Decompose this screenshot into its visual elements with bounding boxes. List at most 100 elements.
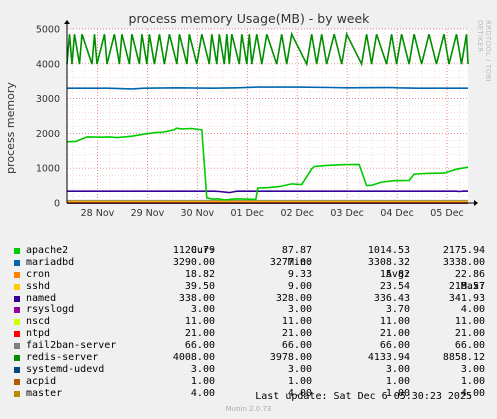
legend-row: sshd 39.50 9.00 23.54 218.57 [12, 281, 492, 293]
legend-max: 4.00 [460, 387, 485, 399]
legend-avg: 1.00 [385, 387, 410, 399]
legend-series-name: cron [26, 268, 51, 280]
legend-cur: 338.00 [178, 292, 215, 304]
legend-swatch [14, 271, 20, 278]
legend-max: 21.00 [454, 328, 485, 340]
legend-avg: 3.70 [385, 304, 410, 316]
legend-cur: 4008.00 [172, 352, 215, 364]
legend-min: 21.00 [281, 328, 312, 340]
legend-min: 328.00 [275, 292, 312, 304]
legend-cur: 18.82 [184, 268, 215, 280]
x-tick-label: 29 Nov [131, 208, 165, 219]
legend-swatch [14, 390, 20, 397]
legend-cur: 3.00 [190, 363, 215, 375]
legend-min: 9.33 [287, 268, 312, 280]
legend-header-cur: Cur: [190, 245, 215, 256]
legend-series-name: mariadbd [26, 256, 75, 268]
legend-avg: 336.43 [373, 292, 410, 304]
legend-max: 218.57 [448, 280, 485, 292]
legend-max: 3338.00 [442, 256, 485, 268]
legend-swatch [14, 331, 20, 338]
y-tick-label: 4000 [36, 59, 60, 70]
legend-max: 4.00 [460, 304, 485, 316]
plot-area [67, 29, 468, 203]
legend-row: systemd-udevd 3.00 3.00 3.00 3.00 [12, 364, 492, 376]
y-tick-label: 2000 [36, 129, 60, 140]
rrdtool-watermark: RRDTOOL / TOBI OETIKER [476, 20, 492, 82]
y-tick-label: 1000 [36, 164, 60, 175]
legend-row: rsyslogd 3.00 3.00 3.70 4.00 [12, 304, 492, 316]
legend-series-name: rsyslogd [26, 304, 75, 316]
x-tick-label: 03 Dec [330, 208, 364, 219]
legend-avg: 23.54 [379, 280, 410, 292]
legend-header-max: Max: [460, 281, 485, 292]
grid [67, 28, 468, 203]
legend-avg: 1.00 [385, 375, 410, 387]
legend: Cur: Min: Avg: Max: apache2 1120.79 87.87 1… [12, 233, 492, 400]
legend-row: redis-server 4008.00 3978.00 4133.94 8858.12 [12, 352, 492, 364]
legend-min: 9.00 [287, 280, 312, 292]
y-tick-label: 0 [54, 199, 60, 210]
legend-swatch [14, 248, 20, 254]
legend-row: named 338.00 328.00 336.43 341.93 [12, 293, 492, 305]
legend-min: 1.00 [287, 375, 312, 387]
legend-series-name: sshd [26, 280, 51, 292]
legend-min: 4.00 [287, 387, 312, 399]
legend-avg: 15.82 [379, 268, 410, 280]
legend-avg: 4133.94 [367, 352, 410, 364]
legend-cur: 11.00 [184, 316, 215, 328]
legend-max: 66.00 [454, 340, 485, 352]
legend-max: 1.00 [460, 375, 485, 387]
legend-rows: apache2 1120.79 87.87 1014.53 2175.94 mariadb… [12, 245, 492, 400]
legend-avg: 1014.53 [367, 245, 410, 256]
legend-series-name: master [26, 387, 63, 399]
legend-row: apache2 1120.79 87.87 1014.53 2175.94 [12, 245, 492, 257]
chart: process memory Usage(MB) - by week proce… [4, 11, 478, 219]
legend-avg: 3.00 [385, 363, 410, 375]
x-tick-labels: 28 Nov 29 Nov 30 Nov 01 Dec 02 Dec 03 Dec 04 D… [81, 208, 464, 219]
legend-cur: 3.00 [190, 304, 215, 316]
y-axis-label: process memory [4, 82, 17, 174]
x-tick-label: 30 Nov [181, 208, 215, 219]
legend-avg: 21.00 [379, 328, 410, 340]
legend-avg: 3308.32 [367, 256, 410, 268]
legend-cur: 1120.79 [172, 245, 215, 256]
legend-min: 3277.00 [269, 256, 312, 268]
legend-min: 66.00 [281, 340, 312, 352]
legend-max: 11.00 [454, 316, 485, 328]
y-axis-arrow [64, 20, 70, 24]
legend-series-name: acpid [26, 375, 57, 387]
legend-max: 3.00 [460, 363, 485, 375]
legend-row: mariadbd 3290.00 3277.00 3308.32 3338.00 [12, 257, 492, 269]
legend-swatch [14, 319, 20, 326]
legend-min: 3.00 [287, 304, 312, 316]
legend-swatch [14, 259, 20, 266]
x-tick-label: 05 Dec [430, 208, 464, 219]
series-line-redis-server [66, 31, 469, 67]
legend-series-name: nscd [26, 316, 51, 328]
legend-series-name: ntpd [26, 328, 51, 340]
series-line-mariadbd [67, 86, 468, 90]
legend-min: 11.00 [281, 316, 312, 328]
legend-row: cron 18.82 9.33 15.82 22.86 [12, 269, 492, 281]
legend-row: fail2ban-server 66.00 66.00 66.00 66.00 [12, 340, 492, 352]
legend-swatch [14, 283, 20, 290]
y-tick-label: 5000 [36, 25, 60, 36]
legend-min: 87.87 [281, 245, 312, 256]
legend-row: acpid 1.00 1.00 1.00 1.00 [12, 376, 492, 388]
legend-header-avg: Avg: [385, 269, 410, 280]
legend-swatch [14, 343, 20, 350]
legend-series-name: systemd-udevd [26, 363, 105, 375]
legend-cur: 3290.00 [172, 256, 215, 268]
legend-series-name: fail2ban-server [26, 340, 117, 352]
legend-series-name: apache2 [26, 245, 69, 256]
legend-header-min: Min: [287, 257, 312, 268]
x-tick-label: 01 Dec [231, 208, 265, 219]
legend-cur: 4.00 [190, 387, 215, 399]
legend-cur: 66.00 [184, 340, 215, 352]
series-line-named [67, 190, 469, 194]
legend-max: 341.93 [448, 292, 485, 304]
series-line-apache2 [66, 127, 469, 201]
munin-version: Munin 2.0.73 [225, 405, 272, 413]
y-tick-labels: 0 1000 2000 3000 4000 5000 [36, 25, 60, 210]
